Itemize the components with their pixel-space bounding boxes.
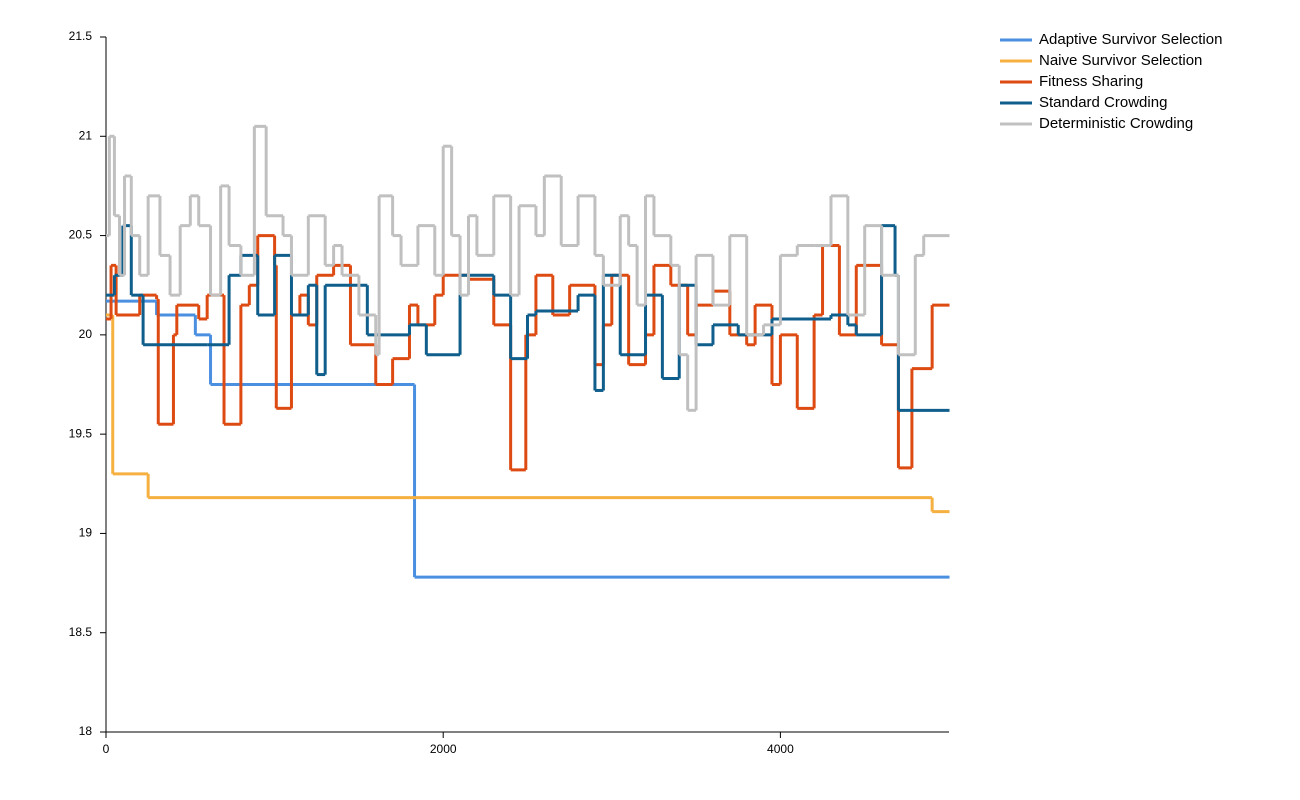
y-tick-label: 21.5 — [69, 29, 93, 43]
legend-label: Naive Survivor Selection — [1039, 52, 1202, 69]
x-tick-label: 2000 — [430, 742, 457, 756]
series — [106, 313, 950, 514]
y-tick-label: 20 — [79, 327, 93, 341]
y-tick-label: 19 — [79, 526, 93, 540]
y-tick-label: 19.5 — [69, 426, 93, 440]
series — [106, 124, 950, 412]
legend-label: Adaptive Survivor Selection — [1039, 31, 1222, 48]
legend: Adaptive Survivor Selection Naive Survivo… — [1000, 31, 1222, 132]
y-tick-label: 18 — [79, 724, 93, 738]
x-tick-label: 0 — [103, 742, 110, 756]
y-tick-label: 21 — [79, 128, 93, 142]
y-tick-label: 20.5 — [69, 228, 93, 242]
x-tick-label: 4000 — [767, 742, 794, 756]
legend-label: Fitness Sharing — [1039, 73, 1143, 90]
legend-label: Deterministic Crowding — [1039, 115, 1193, 132]
y-tick-label: 18.5 — [69, 625, 93, 639]
legend-label: Standard Crowding — [1039, 94, 1167, 111]
